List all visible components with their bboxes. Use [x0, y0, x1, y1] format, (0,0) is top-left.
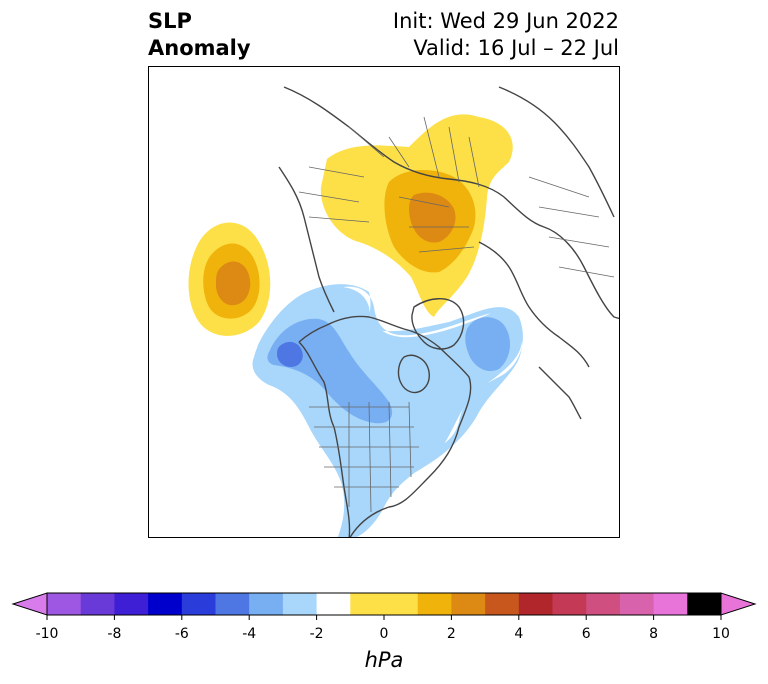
- colorbar-tick-label: 0: [379, 626, 389, 642]
- colorbar-bin: [282, 593, 318, 615]
- colorbar-bin: [653, 593, 688, 615]
- colorbar-bin: [80, 593, 115, 615]
- west-africa-coast: [538, 366, 582, 420]
- colorbar-unit: hPa: [364, 648, 404, 672]
- colorbar-tick-label: -8: [107, 626, 122, 642]
- siberian-high-3hpa: [409, 192, 456, 243]
- na-low-1hpa: [257, 284, 523, 537]
- map-panel: [148, 66, 620, 538]
- chart-title-right: Init: Wed 29 Jun 2022 Valid: 16 Jul – 22…: [393, 8, 619, 62]
- eurasia-borders: [298, 116, 615, 278]
- colorbar-bin: [451, 593, 486, 615]
- colorbar-bin: [114, 593, 149, 615]
- colorbar-extend-max: [720, 592, 757, 616]
- valid-range: Valid: 16 Jul – 22 Jul: [413, 36, 619, 60]
- colorbar-tick-label: -4: [242, 626, 257, 642]
- init-date: Init: Wed 29 Jun 2022: [392, 9, 619, 33]
- title-type: Anomaly: [148, 36, 251, 60]
- na-low: [252, 284, 523, 537]
- asia-pacific-coast: [278, 166, 335, 313]
- title-variable: SLP: [148, 9, 192, 33]
- siberian-high: [320, 114, 513, 317]
- colorbar-bin: [552, 593, 587, 615]
- colorbar-bin: [417, 593, 452, 615]
- greenland-coast: [411, 298, 465, 350]
- colorbar-bin: [350, 593, 419, 615]
- hudson-bay: [397, 354, 430, 394]
- colorbar-bin: [249, 593, 284, 615]
- usa-interior: [309, 401, 419, 513]
- colorbar-extend-min: [11, 592, 48, 616]
- greenland-low-2hpa: [465, 317, 511, 372]
- pacific-high: [188, 222, 271, 336]
- colorbar-bin: [619, 593, 655, 615]
- colorbar-bin: [316, 593, 351, 615]
- europe-coast: [478, 241, 590, 368]
- colorbar-tick-label: -2: [309, 626, 324, 642]
- colorbar-tick-label: -6: [174, 626, 189, 642]
- colorbar-bin: [518, 593, 553, 615]
- na-low-3hpa: [277, 341, 303, 367]
- na-low-2hpa: [267, 318, 393, 424]
- colorbar-bin: [687, 593, 722, 615]
- colorbar-tick-label: -10: [35, 626, 59, 642]
- colorbar-bin: [586, 593, 621, 615]
- colorbar-bin: [215, 593, 250, 615]
- anomaly-map: [188, 86, 619, 537]
- coastlines: [278, 86, 619, 537]
- colorbar-bin: [148, 593, 183, 615]
- colorbar-tick-label: 6: [581, 626, 591, 642]
- colorbar-tick-label: 8: [649, 626, 659, 642]
- colorbar: [11, 592, 757, 620]
- colorbar-tick-label: 4: [514, 626, 524, 642]
- chart-title-left: SLP Anomaly: [148, 8, 251, 62]
- colorbar-bin: [485, 593, 520, 615]
- colorbar-tick-label: 10: [712, 626, 730, 642]
- colorbar-bin: [47, 593, 82, 615]
- colorbar-bin: [181, 593, 216, 615]
- greenland-sea-low: [465, 317, 511, 372]
- pacific-high-3hpa: [215, 261, 251, 306]
- colorbar-tick-label: 2: [446, 626, 456, 642]
